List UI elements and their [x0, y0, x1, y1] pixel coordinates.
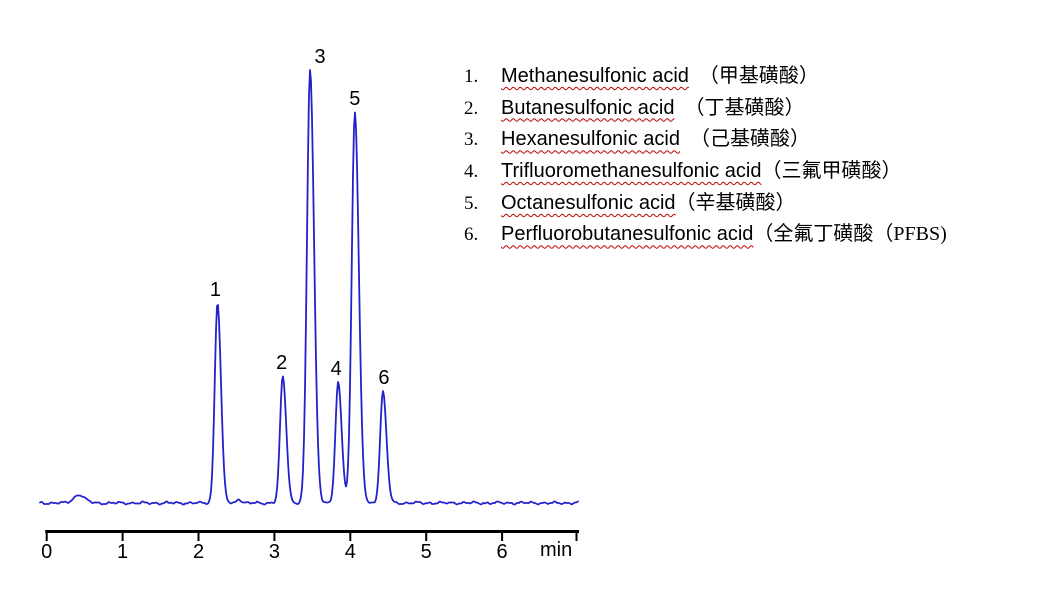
compound-name: Hexanesulfonic acid: [501, 128, 680, 151]
peak-label-6: 6: [378, 367, 389, 389]
x-axis-tick-label-0: 0: [41, 541, 52, 563]
legend-item-number: 3.: [464, 129, 479, 151]
peak-label-3: 3: [315, 46, 326, 68]
compound-name: Trifluoromethanesulfonic acid: [501, 160, 762, 183]
compound-name-chinese: （丁基磺酸）: [674, 96, 805, 119]
x-axis-tick: [273, 533, 276, 541]
compound-name: Butanesulfonic acid: [501, 96, 675, 119]
compound-name-chinese: （三氟甲磺酸）: [761, 160, 902, 183]
legend-item-number: 2.: [464, 97, 479, 119]
x-axis-tick-label-2: 2: [193, 541, 204, 563]
legend-item-number: 4.: [464, 161, 479, 183]
peak-label-1: 1: [210, 279, 221, 301]
x-axis-unit-label: min: [540, 539, 573, 561]
legend-item-4: 4. Trifluoromethanesulfonic acid （三氟甲磺酸）: [464, 156, 947, 188]
compound-name: Perfluorobutanesulfonic acid: [501, 223, 754, 246]
peak-label-5: 5: [349, 88, 360, 110]
peak-label-4: 4: [331, 358, 342, 380]
legend-item-number: 5.: [464, 192, 479, 214]
compound-name-chinese: （辛基磺酸）: [675, 191, 796, 214]
peak-label-2: 2: [276, 352, 287, 374]
compound-name: Octanesulfonic acid: [501, 191, 676, 214]
legend-item-3: 3. Hexanesulfonic acid （己基磺酸）: [464, 124, 947, 156]
x-axis-tick: [501, 533, 504, 541]
compound-name-chinese: （全氟丁磺酸（PFBS): [753, 223, 947, 246]
x-axis-tick-label-5: 5: [421, 541, 432, 563]
x-axis-tick-label-6: 6: [497, 541, 508, 563]
x-axis-end-tick: [575, 533, 578, 541]
x-axis-tick: [121, 533, 124, 541]
x-axis-line: [45, 530, 579, 533]
legend-item-number: 1.: [464, 66, 479, 87]
compound-name: Methanesulfonic acid: [501, 65, 689, 87]
compound-name-chinese: （甲基磺酸）: [688, 65, 819, 87]
x-axis-tick-label-3: 3: [269, 541, 280, 563]
x-axis-tick-label-1: 1: [117, 541, 128, 563]
legend-item-6: 6. Perfluorobutanesulfonic acid （全氟丁磺酸（PFB…: [464, 219, 947, 251]
x-axis-tick-label-4: 4: [345, 541, 356, 563]
chromatogram-trace: [39, 69, 579, 506]
x-axis-tick: [349, 533, 352, 541]
legend-item-number: 6.: [464, 224, 479, 246]
legend-item-1: 1. Methanesulfonic acid （甲基磺酸）: [464, 61, 947, 93]
x-axis-tick: [197, 533, 200, 541]
x-axis-tick: [425, 533, 428, 541]
legend-item-5: 5. Octanesulfonic acid （辛基磺酸）: [464, 188, 947, 220]
compound-name-chinese: （己基磺酸）: [680, 128, 810, 151]
legend-item-2: 2. Butanesulfonic acid （丁基磺酸）: [464, 93, 947, 125]
compound-legend: 1. Methanesulfonic acid （甲基磺酸） 2. Butanesul…: [464, 61, 947, 251]
x-axis-tick: [45, 533, 48, 541]
